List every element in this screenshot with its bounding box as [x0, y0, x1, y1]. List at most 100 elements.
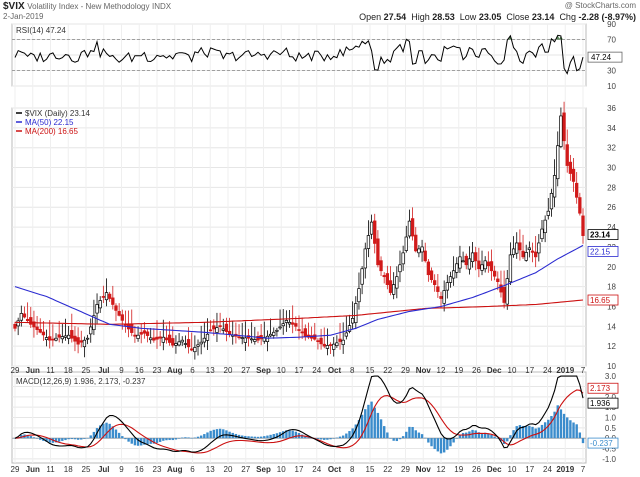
x-tick-label: 13: [206, 366, 215, 375]
macd-histogram-bar: [89, 435, 92, 439]
price-candle: [139, 332, 143, 335]
x-tick-label: Sep: [256, 366, 271, 375]
price-candle: [439, 296, 443, 299]
macd-histogram-bar: [559, 409, 563, 439]
price-candle: [25, 318, 30, 322]
macd-histogram-bar: [490, 434, 493, 439]
macd-histogram-bar: [338, 436, 342, 439]
macd-histogram-bar: [263, 436, 266, 439]
macd-y-tick-label: -1.0: [602, 455, 616, 464]
price-candle: [287, 321, 292, 325]
high-value: 28.53: [432, 12, 455, 22]
macd-histogram-bar: [417, 432, 421, 439]
macd-histogram-bar: [433, 438, 436, 450]
price-candle: [297, 329, 301, 331]
macd-histogram-bar: [521, 425, 525, 439]
macd-histogram-bar: [455, 438, 458, 439]
x-tick-label: 19: [454, 465, 463, 474]
price-candle: [41, 331, 46, 336]
x-tick-label: 15: [366, 465, 375, 474]
price-candle: [575, 182, 579, 198]
macd-histogram-bar: [54, 438, 58, 443]
macd-y-tick-label: 1.0: [605, 414, 617, 423]
price-candle: [265, 335, 270, 342]
price-candle: [496, 278, 500, 283]
macd-histogram-bar: [515, 426, 518, 439]
price-candle: [518, 242, 522, 251]
macd-histogram-bar: [360, 414, 364, 439]
price-value-tag-text: 16.65: [590, 296, 611, 305]
macd-value-tag: [587, 382, 619, 394]
macd-histogram-bar: [332, 438, 335, 439]
price-candle: [155, 336, 159, 340]
price-candle: [167, 334, 172, 343]
x-tick-label: 15: [366, 366, 375, 375]
macd-histogram-bar: [550, 415, 553, 439]
price-candle: [319, 337, 323, 345]
macd-histogram-bar: [73, 438, 77, 440]
price-candle: [363, 248, 367, 269]
macd-histogram-bar: [174, 438, 178, 440]
price-candle: [458, 256, 462, 269]
price-candle: [354, 303, 358, 324]
ma50-line: [14, 244, 584, 339]
price-y-tick-label: 18: [607, 283, 616, 292]
price-candle: [92, 315, 96, 331]
price-candle: [164, 337, 169, 341]
price-candle: [338, 338, 342, 342]
price-y-tick-label: 30: [607, 164, 616, 173]
macd-histogram-bar: [288, 430, 291, 439]
price-candle: [373, 220, 377, 244]
macd-histogram-bar: [376, 412, 380, 439]
macd-histogram-bar: [76, 438, 80, 440]
price-candle: [256, 336, 260, 341]
x-tick-label: 22: [383, 465, 392, 474]
price-candle: [515, 242, 519, 254]
price-candle: [272, 331, 276, 336]
price-legend-entry: $VIX (Daily) 23.14: [25, 109, 90, 118]
macd-histogram-bar: [241, 435, 244, 439]
price-candle: [316, 340, 320, 342]
macd-histogram-bar: [304, 436, 307, 439]
brand-label: @ StockCharts.com: [564, 1, 636, 10]
low-value: 23.05: [478, 12, 502, 22]
x-tick-label: Oct: [328, 465, 342, 474]
macd-histogram-bar: [285, 430, 288, 439]
macd-histogram-bar: [578, 432, 582, 439]
x-tick-label: Dec: [487, 465, 502, 474]
price-candle: [461, 260, 465, 263]
macd-histogram-bar: [193, 437, 197, 439]
macd-histogram-bar: [392, 438, 395, 441]
macd-histogram-bar: [319, 438, 323, 440]
price-candle: [505, 278, 509, 305]
price-candle: [89, 326, 93, 335]
price-candle: [376, 238, 380, 266]
macd-histogram-bar: [572, 422, 575, 439]
price-candle: [571, 168, 576, 182]
macd-histogram-bar: [102, 423, 105, 439]
x-tick-label: 29: [401, 366, 410, 375]
price-candle: [142, 330, 147, 334]
macd-histogram-bar: [575, 424, 578, 439]
macd-y-tick-label: 2.0: [605, 393, 617, 402]
macd-histogram-bar: [446, 438, 449, 450]
macd-histogram-bar: [196, 436, 200, 439]
x-tick-label: 24: [543, 366, 552, 375]
macd-histogram-bar: [307, 437, 310, 439]
price-candle: [436, 286, 440, 292]
macd-value-tag: [587, 437, 619, 449]
macd-histogram-bar: [99, 425, 102, 439]
rsi-y-tick-label: 10: [607, 82, 616, 91]
price-candle: [344, 332, 348, 337]
price-candle: [186, 339, 191, 348]
price-y-tick-label: 28: [607, 183, 616, 192]
x-tick-label: 17: [295, 465, 304, 474]
price-candle: [398, 264, 402, 273]
x-tick-label: 23: [153, 465, 162, 474]
price-candle: [95, 304, 99, 314]
macd-histogram-bar: [506, 438, 509, 442]
macd-histogram-bar: [323, 438, 326, 440]
macd-histogram-bar: [556, 405, 559, 439]
price-candle: [250, 338, 254, 341]
x-tick-label: 8: [350, 465, 355, 474]
